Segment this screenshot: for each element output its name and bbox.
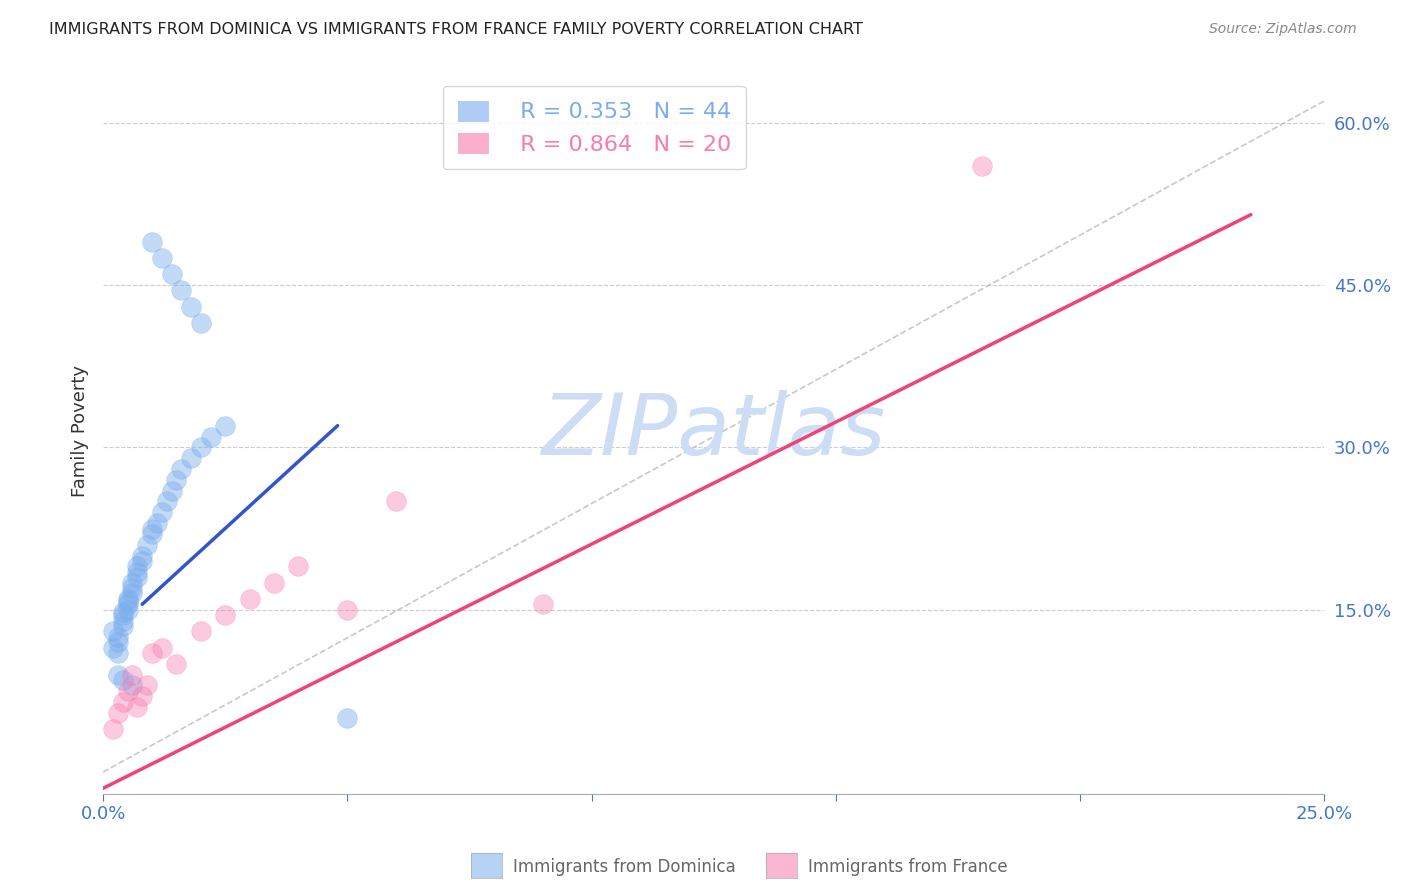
Point (127, 570, 149, 584)
Point (170, 284, 193, 298)
Point (165, 657, 187, 671)
Point (141, 235, 163, 249)
Text: ZIPatlas: ZIPatlas (541, 390, 886, 473)
Point (117, 602, 139, 616)
Point (107, 630, 129, 644)
Point (111, 608, 134, 623)
Point (146, 516, 169, 530)
Point (131, 690, 153, 704)
Point (101, 722, 124, 736)
Point (180, 451, 202, 466)
Point (190, 316, 212, 330)
Point (127, 559, 149, 574)
Point (200, 429, 222, 443)
Point (127, 700, 149, 714)
Point (141, 646, 163, 660)
Point (239, 591, 262, 606)
Point (131, 549, 153, 563)
Point (170, 462, 193, 476)
Point (111, 695, 134, 709)
Point (160, 483, 183, 498)
Point (117, 684, 139, 698)
Point (972, 159, 994, 173)
Point (117, 597, 139, 611)
Text: IMMIGRANTS FROM DOMINICA VS IMMIGRANTS FROM FRANCE FAMILY POVERTY CORRELATION CH: IMMIGRANTS FROM DOMINICA VS IMMIGRANTS F… (49, 22, 863, 37)
Point (127, 565, 149, 579)
Point (150, 640, 173, 655)
Point (336, 602, 359, 616)
Point (101, 640, 124, 655)
Point (150, 505, 173, 519)
Point (214, 608, 236, 623)
Point (150, 251, 173, 265)
Point (336, 711, 359, 725)
Point (101, 624, 124, 639)
Point (180, 300, 202, 314)
Point (121, 586, 143, 600)
Point (287, 559, 309, 574)
Point (117, 591, 139, 606)
Point (136, 678, 159, 692)
Text: Immigrants from Dominica: Immigrants from Dominica (513, 858, 735, 876)
Point (107, 706, 129, 720)
Y-axis label: Family Poverty: Family Poverty (72, 365, 89, 497)
Point (214, 418, 236, 433)
Point (141, 527, 163, 541)
Text: Immigrants from France: Immigrants from France (808, 858, 1008, 876)
Point (121, 667, 143, 681)
Text: Source: ZipAtlas.com: Source: ZipAtlas.com (1209, 22, 1357, 37)
Point (107, 646, 129, 660)
Point (117, 594, 139, 608)
Point (111, 605, 134, 619)
Point (111, 619, 134, 633)
Point (111, 614, 134, 628)
Point (190, 624, 212, 639)
Legend:   R = 0.353   N = 44,   R = 0.864   N = 20: R = 0.353 N = 44, R = 0.864 N = 20 (443, 87, 745, 169)
Point (160, 267, 183, 281)
Point (263, 575, 285, 590)
Point (156, 494, 179, 508)
Point (121, 581, 143, 595)
Point (131, 554, 153, 568)
Point (121, 678, 143, 692)
Point (141, 521, 163, 535)
Point (190, 440, 212, 454)
Point (385, 494, 408, 508)
Point (136, 538, 159, 552)
Point (111, 673, 134, 687)
Point (121, 575, 143, 590)
Point (531, 597, 554, 611)
Point (107, 635, 129, 649)
Point (165, 473, 187, 487)
Point (107, 667, 129, 681)
